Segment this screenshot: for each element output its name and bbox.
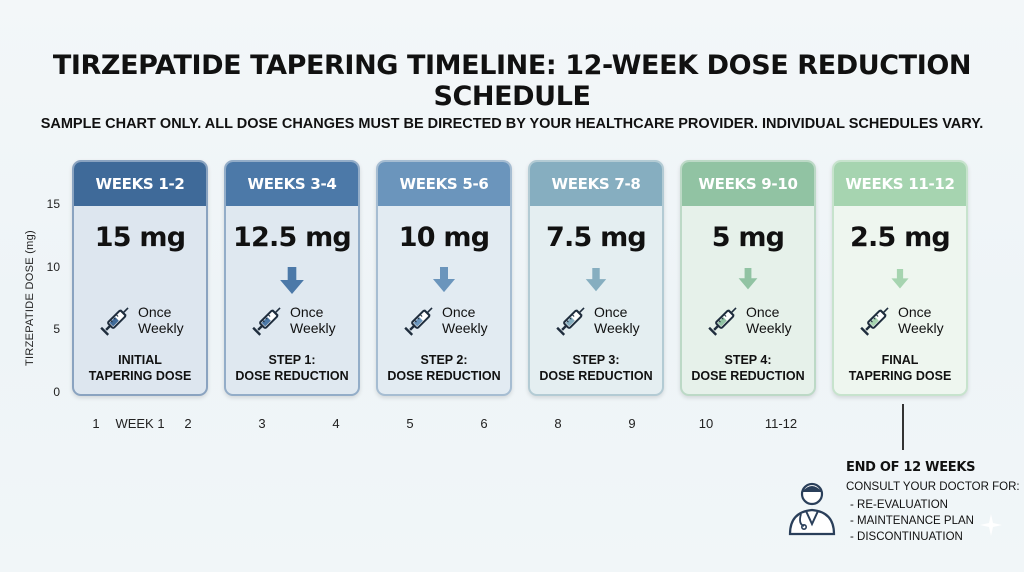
end-note-item: - DISCONTINUATION bbox=[850, 531, 963, 543]
x-tick-label: 11-12 bbox=[764, 416, 798, 431]
syringe-icon bbox=[400, 300, 440, 345]
x-tick-label: 6 bbox=[480, 416, 488, 431]
step-label: STEP 2: DOSE REDUCTION bbox=[378, 352, 510, 384]
dose-value: 12.5 mg bbox=[233, 222, 352, 253]
card-period-label: WEEKS 5-6 bbox=[378, 162, 510, 206]
card-body: 2.5 mg Once Weekly FINAL TAPERING DOSE bbox=[834, 206, 966, 394]
x-tick-label: 10 bbox=[698, 416, 714, 431]
dose-card: WEEKS 1-2 15 mg Once Weekly INITIAL TAPERING… bbox=[72, 160, 208, 396]
frequency-line: Weekly bbox=[290, 320, 336, 336]
card-period-label: WEEKS 11-12 bbox=[834, 162, 966, 206]
dose-card: WEEKS 11-12 2.5 mg Once Weekly FINAL TAPERIN… bbox=[832, 160, 968, 396]
end-note-item: - RE-EVALUATION bbox=[850, 499, 948, 511]
step-line: DOSE REDUCTION bbox=[235, 369, 349, 383]
dose-frequency: Once Weekly bbox=[290, 304, 336, 336]
card-period-label: WEEKS 7-8 bbox=[530, 162, 662, 206]
dose-value: 2.5 mg bbox=[850, 222, 951, 253]
frequency-line: Once bbox=[898, 304, 932, 320]
x-tick-label: 2 bbox=[184, 416, 192, 431]
frequency-line: Weekly bbox=[594, 320, 640, 336]
x-tick-label: 8 bbox=[554, 416, 562, 431]
step-label: FINAL TAPERING DOSE bbox=[834, 352, 966, 384]
x-tick-label: 9 bbox=[628, 416, 636, 431]
dose-value: 7.5 mg bbox=[546, 222, 647, 253]
card-period-label: WEEKS 3-4 bbox=[226, 162, 358, 206]
card-period-label: WEEKS 9-10 bbox=[682, 162, 814, 206]
dose-frequency: Once Weekly bbox=[746, 304, 792, 336]
arrow-down-icon bbox=[585, 267, 607, 292]
x-tick-label: 1 bbox=[92, 416, 100, 431]
syringe-icon bbox=[856, 300, 896, 345]
y-tick-label: 15 bbox=[46, 197, 60, 211]
dose-value: 15 mg bbox=[94, 222, 186, 253]
end-note-subtitle: CONSULT YOUR DOCTOR FOR: bbox=[846, 481, 1020, 493]
sparkle-icon bbox=[980, 514, 1002, 536]
frequency-line: Weekly bbox=[746, 320, 792, 336]
step-line: STEP 2: bbox=[420, 353, 468, 367]
step-line: DOSE REDUCTION bbox=[539, 369, 653, 383]
frequency-line: Once bbox=[138, 304, 172, 320]
x-tick-label: WEEK 1 bbox=[115, 416, 165, 431]
arrow-down-icon bbox=[738, 268, 758, 290]
card-body: 7.5 mg Once Weekly STEP 3: DOSE REDUCTION bbox=[530, 206, 662, 394]
dose-value: 5 mg bbox=[711, 222, 785, 253]
card-period-label: WEEKS 1-2 bbox=[74, 162, 206, 206]
frequency-line: Weekly bbox=[898, 320, 944, 336]
dose-frequency: Once Weekly bbox=[138, 304, 184, 336]
step-label: STEP 3: DOSE REDUCTION bbox=[530, 352, 662, 384]
end-note-title: END OF 12 WEEKS bbox=[846, 460, 976, 475]
y-axis-label: TIRZEPATIDE DOSE (mg) bbox=[24, 229, 36, 367]
x-tick-label: 5 bbox=[406, 416, 414, 431]
card-body: 10 mg Once Weekly STEP 2: DOSE REDUCTION bbox=[378, 206, 510, 394]
dose-card: WEEKS 7-8 7.5 mg Once Weekly STEP 3: DOSE RE… bbox=[528, 160, 664, 396]
arrow-down-icon bbox=[891, 269, 909, 289]
dose-value: 10 mg bbox=[398, 222, 490, 253]
end-note-item: - MAINTENANCE PLAN bbox=[850, 515, 974, 527]
step-label: STEP 1: DOSE REDUCTION bbox=[226, 352, 358, 384]
syringe-icon bbox=[248, 300, 288, 345]
end-marker-line bbox=[902, 404, 904, 450]
card-body: 15 mg Once Weekly INITIAL TAPERING DOSE bbox=[74, 206, 206, 394]
frequency-line: Weekly bbox=[442, 320, 488, 336]
dose-frequency: Once Weekly bbox=[898, 304, 944, 336]
step-label: INITIAL TAPERING DOSE bbox=[74, 352, 206, 384]
frequency-line: Once bbox=[746, 304, 780, 320]
x-tick-label: 3 bbox=[258, 416, 266, 431]
frequency-line: Once bbox=[594, 304, 628, 320]
y-tick-label: 5 bbox=[53, 322, 60, 337]
card-body: 12.5 mg Once Weekly STEP 1: DOSE REDUCTION bbox=[226, 206, 358, 394]
end-note-list: - RE-EVALUATION - MAINTENANCE PLAN - DIS… bbox=[850, 497, 974, 545]
step-line: DOSE REDUCTION bbox=[387, 369, 501, 383]
step-line: STEP 4: bbox=[724, 353, 772, 367]
syringe-icon bbox=[96, 300, 136, 345]
step-line: DOSE REDUCTION bbox=[691, 369, 805, 383]
frequency-line: Weekly bbox=[138, 320, 184, 336]
dose-frequency: Once Weekly bbox=[594, 304, 640, 336]
arrow-down-icon bbox=[432, 267, 456, 293]
syringe-icon bbox=[704, 300, 744, 345]
step-label: STEP 4: DOSE REDUCTION bbox=[682, 352, 814, 384]
y-tick-label: 10 bbox=[46, 259, 60, 274]
step-line: STEP 3: bbox=[572, 353, 620, 367]
step-line: TAPERING DOSE bbox=[88, 369, 192, 383]
dose-card: WEEKS 9-10 5 mg Once Weekly STEP 4: DOSE RED… bbox=[680, 160, 816, 396]
step-line: INITIAL bbox=[118, 353, 162, 367]
step-line: FINAL bbox=[881, 353, 919, 367]
dose-frequency: Once Weekly bbox=[442, 304, 488, 336]
x-tick-label: 4 bbox=[332, 416, 340, 431]
dose-card: WEEKS 3-4 12.5 mg Once Weekly STEP 1: DOSE R… bbox=[224, 160, 360, 396]
dose-card: WEEKS 5-6 10 mg Once Weekly STEP 2: DOSE RED… bbox=[376, 160, 512, 396]
card-body: 5 mg Once Weekly STEP 4: DOSE REDUCTION bbox=[682, 206, 814, 394]
chart-title: TIRZEPATIDE TAPERING TIMELINE: 12-WEEK D… bbox=[52, 50, 972, 112]
disclaimer-text: SAMPLE CHART ONLY. ALL DOSE CHANGES MUST… bbox=[40, 116, 984, 132]
step-line: STEP 1: bbox=[268, 353, 316, 367]
arrow-down-icon bbox=[280, 266, 304, 294]
y-tick-label: 0 bbox=[53, 385, 60, 399]
step-line: TAPERING DOSE bbox=[848, 369, 952, 383]
frequency-line: Once bbox=[290, 304, 324, 320]
doctor-icon bbox=[788, 482, 836, 536]
syringe-icon bbox=[552, 300, 592, 345]
frequency-line: Once bbox=[442, 304, 476, 320]
